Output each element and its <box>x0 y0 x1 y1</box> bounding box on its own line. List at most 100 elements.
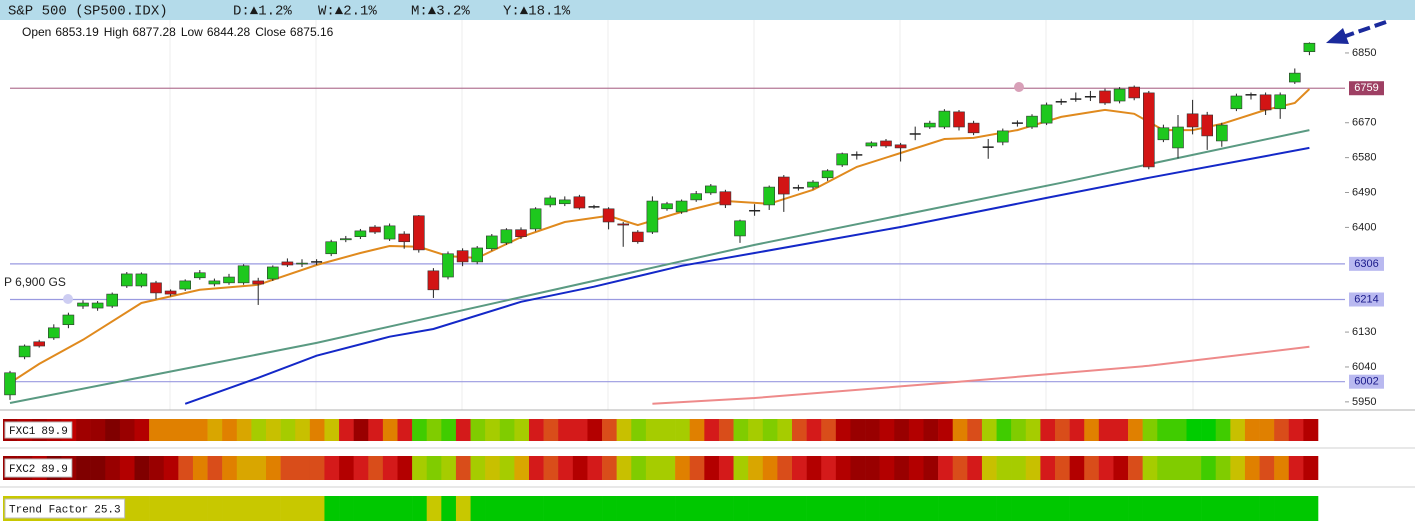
heat-cell <box>865 456 880 480</box>
candle-body <box>1157 127 1170 141</box>
heat-cell <box>1069 496 1085 521</box>
indicator-name: FXC1 <box>9 426 36 438</box>
heat-cell <box>616 419 632 441</box>
candle-body <box>807 181 819 188</box>
candle-body <box>150 282 162 294</box>
heat-cell <box>733 496 749 521</box>
heat-cell <box>1230 456 1246 480</box>
ohlc-value: 6853.19 <box>55 25 99 39</box>
heat-cell <box>397 419 413 441</box>
heat-cell <box>718 496 734 521</box>
heat-cell <box>1201 456 1217 480</box>
arrow-shaft <box>1339 20 1387 40</box>
heat-cell <box>441 496 457 521</box>
candle-body <box>792 187 804 189</box>
heat-cell <box>1142 419 1158 441</box>
level-label: 6759 <box>1354 82 1378 94</box>
heat-cell <box>587 419 603 441</box>
heat-cell <box>1274 419 1290 441</box>
heat-cell <box>1186 456 1202 480</box>
y-tick-label: 5950 <box>1352 396 1376 408</box>
heat-cell <box>733 456 749 480</box>
indicator-value: 89.9 <box>41 464 67 476</box>
candle-body <box>1143 92 1155 168</box>
heat-cell <box>119 456 135 480</box>
heat-cell <box>675 419 691 441</box>
indicator-label: FXC1 89.9 <box>9 426 68 438</box>
heat-cell <box>119 419 135 441</box>
candle-body <box>1230 95 1243 110</box>
heat-cell <box>353 456 369 480</box>
candle-body <box>456 250 469 263</box>
candle-body <box>47 327 60 339</box>
y-tick-label: 6580 <box>1352 152 1376 164</box>
ohlc-value: 6877.28 <box>132 25 176 39</box>
heat-cell <box>718 456 734 480</box>
heat-cell <box>412 456 428 480</box>
heat-cell <box>1128 419 1143 441</box>
heat-cell <box>1084 456 1100 480</box>
heat-cell <box>748 496 764 521</box>
y-tick-label: 6040 <box>1352 361 1376 373</box>
candle-body <box>719 191 732 206</box>
candle-body <box>369 226 381 233</box>
level-label-box <box>1349 374 1384 389</box>
heat-cell <box>923 496 939 521</box>
heat-cell <box>295 456 311 480</box>
heat-cell <box>441 456 457 480</box>
indicator-label-box <box>4 458 73 478</box>
heat-cell <box>689 419 705 441</box>
heat-cell <box>952 456 968 480</box>
heat-cell <box>1055 419 1070 441</box>
indicator-value: 89.9 <box>41 426 67 438</box>
heat-cell <box>149 419 165 441</box>
heat-cell <box>192 456 208 480</box>
heat-cell <box>470 456 486 480</box>
heat-cell <box>558 496 574 521</box>
change-label: M:▲3.2% <box>411 4 470 20</box>
heat-cell <box>1098 496 1114 521</box>
heat-cell <box>236 456 252 480</box>
candle-body <box>33 341 46 347</box>
heat-cell <box>251 419 267 441</box>
heat-cell <box>1244 456 1260 480</box>
heat-cell <box>689 496 705 521</box>
heat-cell <box>236 419 252 441</box>
heat-cell <box>134 456 150 480</box>
heat-cell <box>324 456 340 480</box>
plot: 5950 6040 6130 6400 6490 6580 6670 6850 6759 6306… <box>4 42 1384 408</box>
heat-cell <box>923 419 939 441</box>
heat-cell <box>1215 456 1231 480</box>
candle-body <box>237 265 250 284</box>
candle-body <box>909 133 921 135</box>
candle-body <box>529 208 542 230</box>
candle-body <box>121 273 133 287</box>
heat-cell <box>558 456 574 480</box>
heat-cell <box>397 456 413 480</box>
heat-cell <box>938 419 954 441</box>
candle-body <box>749 209 761 212</box>
candle-body <box>982 146 994 148</box>
heat-cell <box>529 419 544 441</box>
heat-cell <box>1128 496 1143 521</box>
candle-body <box>1113 88 1126 102</box>
heat-cell <box>178 419 194 441</box>
heat-cell <box>1055 456 1070 480</box>
heat-cell <box>850 456 866 480</box>
heat-cell <box>1201 419 1217 441</box>
ohlc-label: High <box>104 25 129 39</box>
heat-cell <box>908 419 924 441</box>
candle-body <box>442 253 454 278</box>
heat-cell <box>748 456 764 480</box>
heat-cell <box>645 496 661 521</box>
heat-cell <box>1171 496 1187 521</box>
heat-cell <box>1303 456 1319 480</box>
candle-body <box>296 262 308 265</box>
candle-body <box>1259 94 1272 111</box>
heat-cell <box>499 496 515 521</box>
heat-cell <box>455 456 471 480</box>
indicator-name: Trend Factor <box>9 504 88 516</box>
heat-cell <box>470 419 486 441</box>
heat-cell <box>938 496 954 521</box>
heat-cell <box>981 419 997 441</box>
